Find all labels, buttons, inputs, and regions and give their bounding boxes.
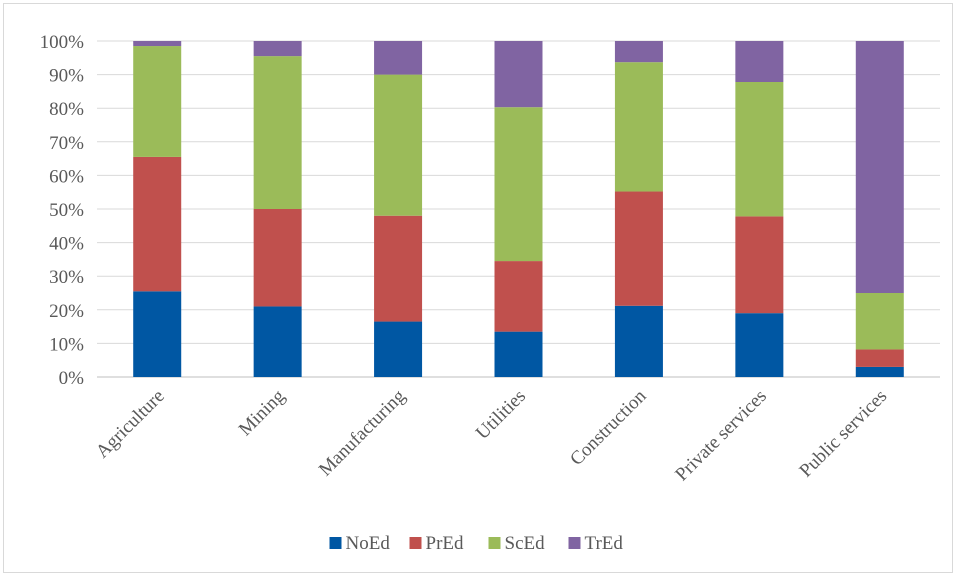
bar-segment-sced: [253, 56, 302, 210]
legend-label-noed: NoEd: [346, 533, 391, 554]
x-category-label: Utilities: [472, 386, 530, 444]
bar-segment-pred: [494, 261, 543, 332]
bar-segment-pred: [253, 209, 302, 307]
bar-segment-sced: [494, 107, 543, 262]
bar-segment-noed: [735, 313, 784, 377]
x-axis-category-labels: Agriculture Mining Manufacturing Utilities C…: [92, 385, 891, 485]
bar-segment-tred: [253, 41, 302, 57]
y-tick-label: 70%: [49, 133, 84, 154]
bar-segment-sced: [133, 46, 182, 157]
x-category-label: Mining: [235, 385, 290, 440]
y-tick-label: 20%: [49, 301, 84, 322]
bar-segment-noed: [494, 331, 543, 377]
y-tick-label: 0%: [59, 368, 85, 389]
bar-segment-noed: [374, 321, 423, 377]
bar-segment-tred: [855, 41, 904, 293]
y-tick-label: 90%: [49, 66, 84, 87]
legend-label-tred: TrEd: [585, 533, 624, 554]
bar-segment-tred: [374, 41, 423, 75]
bar-segment-sced: [855, 293, 904, 350]
legend-label-pred: PrEd: [426, 533, 465, 554]
x-category-label: Private services: [671, 386, 771, 486]
bar-segment-sced: [735, 81, 784, 217]
y-tick-label: 40%: [49, 234, 84, 255]
bar-segment-tred: [494, 41, 543, 108]
legend-swatch-tred: [568, 537, 581, 549]
bar-segment-tred: [614, 41, 663, 63]
x-category-label: Manufacturing: [315, 385, 410, 480]
bar-segment-tred: [735, 41, 784, 82]
bar-segment-sced: [374, 74, 423, 216]
x-category-label: Agriculture: [92, 386, 169, 463]
bar-segment-noed: [133, 291, 182, 377]
y-tick-label: 60%: [49, 166, 84, 187]
bar-segment-pred: [133, 156, 182, 292]
bar-segment-sced: [614, 62, 663, 192]
bar-segment-noed: [253, 306, 302, 377]
bar-segment-pred: [614, 191, 663, 306]
bar-segment-pred: [735, 216, 784, 314]
x-category-label: Construction: [566, 385, 651, 470]
legend-swatch-pred: [409, 537, 422, 549]
y-tick-label: 80%: [49, 99, 84, 120]
bar-segment-noed: [614, 305, 663, 377]
y-tick-label: 50%: [49, 200, 84, 221]
y-tick-label: 30%: [49, 267, 84, 288]
bars: [133, 41, 904, 377]
legend-swatch-noed: [329, 537, 342, 549]
legend-swatch-sced: [488, 537, 501, 549]
y-tick-label: 100%: [40, 32, 85, 53]
bar-segment-tred: [133, 41, 182, 47]
y-tick-label: 10%: [49, 334, 84, 355]
bar-segment-noed: [855, 366, 904, 377]
legend: NoEd PrEd ScEd TrEd: [329, 533, 624, 554]
legend-label-sced: ScEd: [505, 533, 546, 554]
bar-segment-pred: [855, 349, 904, 367]
y-axis-tick-labels: 0% 10% 20% 30% 40% 50% 60% 70% 80% 90% 100%: [40, 32, 85, 389]
x-category-label: Public services: [795, 386, 891, 482]
bar-segment-pred: [374, 215, 423, 322]
